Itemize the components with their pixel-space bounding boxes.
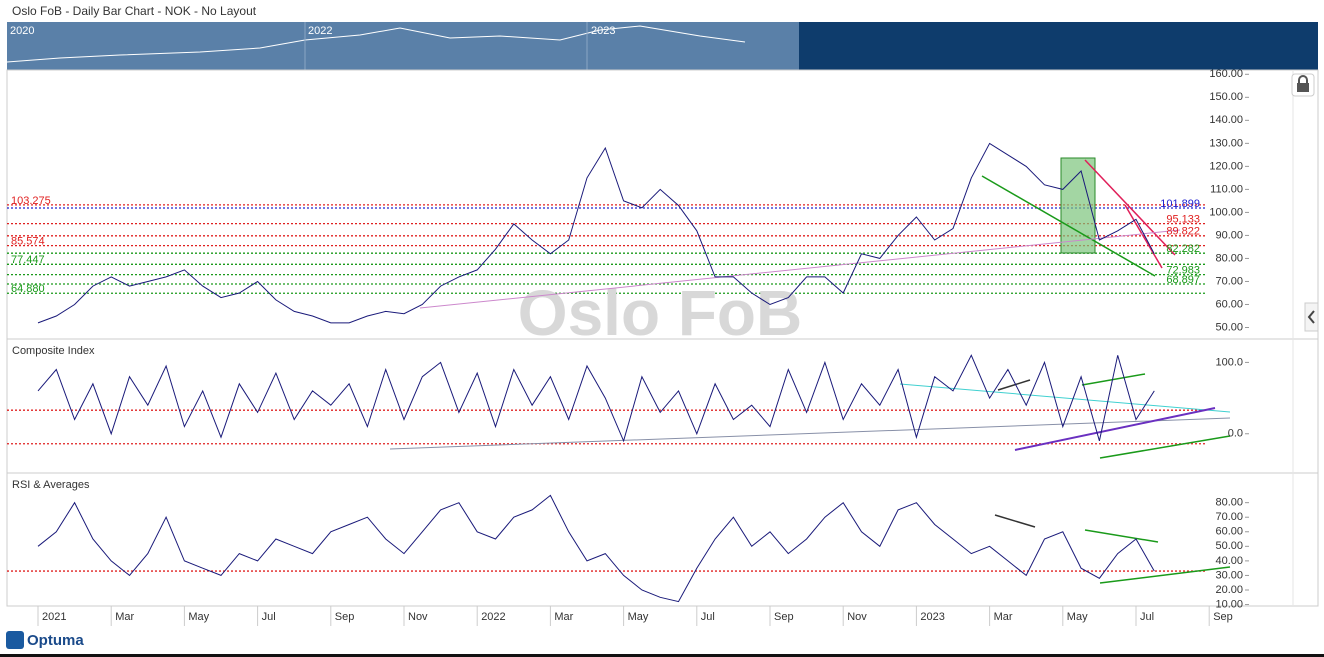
y-tick-label: 120.00 xyxy=(1209,160,1243,172)
x-tick-label: Sep xyxy=(774,611,794,623)
lock-icon xyxy=(1298,75,1308,83)
y-tick-label: 100.00 xyxy=(1209,206,1243,218)
x-tick-label: May xyxy=(628,611,649,623)
y-tick-label: 10.00 xyxy=(1215,598,1243,610)
level-label: 89.822 xyxy=(1166,226,1200,238)
level-label: 64.880 xyxy=(11,283,45,295)
y-tick-label: 80.00 xyxy=(1215,252,1243,264)
trend-line xyxy=(997,379,1031,391)
y-tick-label: 130.00 xyxy=(1209,137,1243,149)
level-label: 77.447 xyxy=(11,254,45,266)
x-tick-label: Jul xyxy=(262,611,276,623)
level-label: 103.275 xyxy=(11,195,51,207)
navigator-range[interactable] xyxy=(7,22,799,70)
lock-icon xyxy=(1297,83,1309,92)
y-tick-label: 40.00 xyxy=(1215,555,1243,567)
x-tick-label: Mar xyxy=(115,611,134,623)
collapse-icon xyxy=(1307,310,1315,324)
x-tick-label: May xyxy=(188,611,209,623)
navigator-year: 2023 xyxy=(591,25,615,37)
navigator-year: 2020 xyxy=(10,25,34,37)
x-tick-label: Nov xyxy=(847,611,867,623)
y-tick-label: 70.00 xyxy=(1215,511,1243,523)
trend-line xyxy=(1084,529,1159,543)
y-tick-label: 110.00 xyxy=(1210,183,1243,195)
y-tick-label: 20.00 xyxy=(1215,584,1243,596)
x-tick-label: Mar xyxy=(994,611,1013,623)
y-tick-label: 60.00 xyxy=(1215,526,1243,538)
y-tick-label: 140.00 xyxy=(1209,114,1243,126)
trend-line xyxy=(1081,373,1146,386)
navigator-empty xyxy=(799,22,1318,70)
panel-title: Composite Index xyxy=(12,345,95,357)
x-tick-label: 2021 xyxy=(42,611,66,623)
level-label: 95.133 xyxy=(1166,214,1200,226)
level-label: 85.574 xyxy=(11,236,45,248)
collapse-button[interactable] xyxy=(1304,302,1319,332)
x-tick-label: Jul xyxy=(1140,611,1154,623)
x-tick-label: May xyxy=(1067,611,1088,623)
brand-logo xyxy=(6,631,24,649)
brand-name: Optuma xyxy=(27,632,84,649)
y-tick-label: 150.00 xyxy=(1209,91,1243,103)
trend-line xyxy=(389,417,1231,450)
trend-line xyxy=(981,175,1156,277)
plot-frame xyxy=(6,69,1319,607)
trend-line xyxy=(419,229,1181,309)
y-tick-label: 0.0 xyxy=(1228,428,1243,440)
navigator-line xyxy=(6,25,746,63)
level-label: 72.983 xyxy=(1166,264,1200,276)
trend-line xyxy=(1124,204,1163,269)
y-tick-label: 50.00 xyxy=(1215,321,1243,333)
y-tick-label: 70.00 xyxy=(1215,275,1243,287)
y-tick-label: 100.0 xyxy=(1215,356,1243,368)
x-tick-label: Sep xyxy=(335,611,355,623)
watermark: Oslo FoB xyxy=(518,277,802,349)
window-title: Oslo FoB - Daily Bar Chart - NOK - No La… xyxy=(12,4,257,18)
level-label: 68.897 xyxy=(1166,274,1200,286)
price-line xyxy=(37,142,1155,324)
trend-line xyxy=(994,514,1036,528)
y-tick-label: 50.00 xyxy=(1215,540,1243,552)
level-label: 101.899 xyxy=(1160,198,1200,210)
x-tick-label: 2022 xyxy=(481,611,505,623)
trend-line xyxy=(1099,435,1231,459)
price-line xyxy=(37,354,1155,443)
price-line xyxy=(37,494,1155,603)
level-label: 82.282 xyxy=(1166,243,1200,255)
trend-line xyxy=(1099,566,1231,584)
panel-title: RSI & Averages xyxy=(12,479,90,491)
navigator-year: 2022 xyxy=(308,25,332,37)
x-tick-label: Nov xyxy=(408,611,428,623)
x-tick-label: 2023 xyxy=(920,611,944,623)
trend-line xyxy=(1014,407,1216,451)
bottom-bar xyxy=(0,654,1324,657)
y-tick-label: 80.00 xyxy=(1215,497,1243,509)
trend-line xyxy=(899,383,1231,413)
y-tick-label: 90.00 xyxy=(1215,229,1243,241)
x-tick-label: Sep xyxy=(1213,611,1233,623)
y-tick-label: 160.00 xyxy=(1209,68,1243,80)
y-tick-label: 30.00 xyxy=(1215,569,1243,581)
y-tick-label: 60.00 xyxy=(1215,298,1243,310)
trend-line xyxy=(1084,159,1176,256)
x-tick-label: Jul xyxy=(701,611,715,623)
x-tick-label: Mar xyxy=(554,611,573,623)
